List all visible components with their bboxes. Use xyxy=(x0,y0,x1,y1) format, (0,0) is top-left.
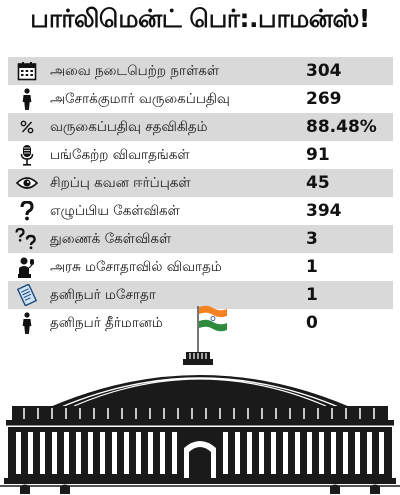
stats-table: அவை நடைபெற்ற நாள்கள் 304 அசோக்குமார் வரு… xyxy=(8,57,393,337)
speaker-icon xyxy=(14,256,40,278)
stat-value: 304 xyxy=(306,61,342,81)
stat-row-attendance: அசோக்குமார் வருகைப்பதிவு 269 xyxy=(8,85,393,113)
microphone-icon xyxy=(14,144,40,166)
stat-label: தனிநபர் தீர்மானம் xyxy=(50,315,163,331)
stat-label: துணைக் கேள்விகள் xyxy=(50,231,172,247)
stat-label: எழுப்பிய கேள்விகள் xyxy=(50,203,180,219)
stat-label: பங்கேற்ற விவாதங்கள் xyxy=(50,147,190,163)
document-icon xyxy=(14,284,40,306)
stat-row-questions: எழுப்பிய கேள்விகள் 394 xyxy=(8,197,393,225)
calendar-icon xyxy=(14,60,40,82)
upper-colonnade xyxy=(23,408,375,419)
stat-row-supplementary-questions: துணைக் கேள்விகள் 3 xyxy=(8,225,393,253)
stat-row-private-resolution: தனிநபர் தீர்மானம் 0 xyxy=(8,309,393,337)
stat-row-special-mentions: சிறப்பு கவன ஈர்ப்புகள் 45 xyxy=(8,169,393,197)
lower-colonnade xyxy=(16,432,384,474)
central-drum xyxy=(183,352,213,365)
stat-label: சிறப்பு கவன ஈர்ப்புகள் xyxy=(50,175,191,191)
stat-row-attendance-percent: வருகைப்பதிவு சதவிகிதம் 88.48% xyxy=(8,113,393,141)
indian-flag-icon xyxy=(197,305,227,358)
stat-label: அவை நடைபெற்ற நாள்கள் xyxy=(50,63,220,79)
stat-value: 88.48% xyxy=(306,117,377,137)
stat-label: வருகைப்பதிவு சதவிகிதம் xyxy=(50,119,208,135)
stat-value: 91 xyxy=(306,145,330,165)
person-icon xyxy=(14,312,40,334)
double-question-icon xyxy=(14,228,40,250)
person-icon xyxy=(14,88,40,110)
eye-icon xyxy=(14,172,40,194)
stat-label: அசோக்குமார் வருகைப்பதிவு xyxy=(50,91,230,107)
parliament-building-illustration xyxy=(0,305,400,495)
stat-value: 394 xyxy=(306,201,342,221)
stat-value: 0 xyxy=(306,313,318,333)
percent-icon xyxy=(14,116,40,138)
stat-label: அரசு மசோதாவில் விவாதம் xyxy=(50,259,222,275)
question-icon xyxy=(14,200,40,222)
stat-row-sitting-days: அவை நடைபெற்ற நாள்கள் 304 xyxy=(8,57,393,85)
stat-row-debates: பங்கேற்ற விவாதங்கள் 91 xyxy=(8,141,393,169)
stat-value: 45 xyxy=(306,173,330,193)
stat-value: 1 xyxy=(306,257,318,277)
stat-label: தனிநபர் மசோதா xyxy=(50,287,156,303)
page-title: பார்லிமென்ட் பெர்:.பாமன்ஸ்! xyxy=(30,4,370,33)
stat-row-private-bill: தனிநபர் மசோதா 1 xyxy=(8,281,393,309)
stat-value: 1 xyxy=(306,285,318,305)
stat-value: 3 xyxy=(306,229,318,249)
stat-row-govt-bill-debate: அரசு மசோதாவில் விவாதம் 1 xyxy=(8,253,393,281)
stat-value: 269 xyxy=(306,89,342,109)
